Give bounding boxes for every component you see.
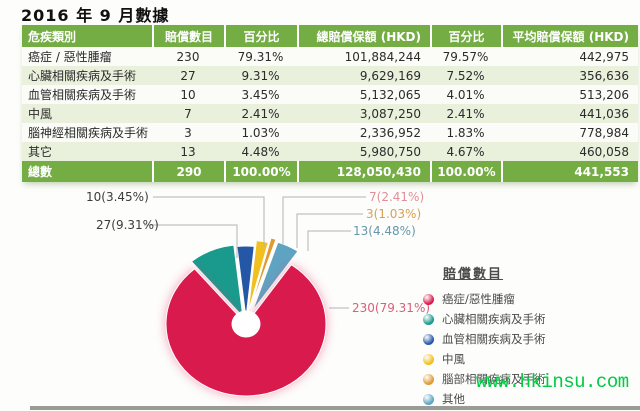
legend-items: 癌症/惡性腫瘤心臟相關疾病及手術 血管相關疾病及手術 中風腦部相關疾病及手術 其他 [420, 289, 620, 409]
table-cell: 4.01% [446, 87, 485, 102]
table-cell: 778,984 [579, 125, 629, 140]
legend-item: 癌症/惡性腫瘤 [420, 289, 620, 309]
table-cell: 79.57% [442, 49, 489, 64]
table-cell: 5,132,065 [359, 87, 421, 102]
table-cell: 7.52% [446, 68, 485, 83]
pie-slice [190, 244, 244, 319]
table-cell: 441,553 [501, 161, 638, 182]
table-cell: 441,036 [579, 106, 629, 121]
table-row: 其它 13 4.48% 5,980,750 4.67% 460,058 [22, 142, 638, 161]
table-cell: 平均賠償保額 (HKD) [501, 25, 638, 47]
legend-dot-icon [423, 353, 434, 365]
legend-dot-icon [423, 393, 434, 405]
table-row: 心臟相關疾病及手術 27 9.31% 9,629,169 7.52% 356,636 [22, 66, 638, 85]
slice-callout-label: 230(79.31%) [352, 301, 431, 315]
pie-slice [252, 241, 299, 311]
table-cell: 13 [180, 144, 196, 159]
table-cell: 513,206 [579, 87, 629, 102]
table-cell: 128,050,430 [297, 161, 430, 182]
claims-table: 危疾類別 賠償數目 百分比 總賠償保額 (HKD) 百分比 平均賠償保額 (HKD) 癌症 … [22, 25, 638, 182]
bottom-edge-strip [30, 406, 640, 410]
legend-item-label: 其他 [442, 392, 465, 406]
table-cell: 2,336,952 [359, 125, 421, 140]
table-cell: 1.83% [446, 125, 485, 140]
table-cell: 百分比 [224, 25, 297, 47]
table-cell: 1.03% [241, 125, 280, 140]
leader-line [307, 230, 351, 251]
table-cell: 460,058 [579, 144, 629, 159]
legend-title: 賠償數目 [443, 267, 504, 282]
table-row: 腦神經相關疾病及手術 3 1.03% 2,336,952 1.83% 778,984 [22, 123, 638, 142]
slice-callout-label: 7(2.41%) [369, 190, 425, 204]
table-cell: 27 [180, 68, 196, 83]
page-title: 2016 年 9 月數據 [21, 6, 170, 25]
table-header-row: 危疾類別 賠償數目 百分比 總賠償保額 (HKD) 百分比 平均賠償保額 (HKD) [22, 25, 638, 47]
legend-item: 腦部相關疾病及手術 [420, 369, 620, 389]
legend-item: 心臟相關疾病及手術 [420, 309, 620, 329]
table-cell: 100.00% [224, 161, 297, 182]
table-row: 癌症 / 惡性腫瘤 230 79.31% 101,884,244 79.57% 442,9… [22, 47, 638, 66]
legend-item: 其他 [420, 389, 620, 409]
table-cell: 9.31% [241, 68, 280, 83]
table-cell: 356,636 [579, 68, 629, 83]
donut-hole [231, 310, 261, 338]
legend-item-label: 中風 [442, 352, 465, 366]
legend-item-label: 腦部相關疾病及手術 [442, 372, 546, 386]
table-cell: 血管相關疾病及手術 [28, 88, 137, 102]
table-cell: 442,975 [579, 49, 629, 64]
table-cell: 其它 [28, 145, 53, 159]
table-cell: 101,884,244 [344, 49, 421, 64]
slice-callout-label: 3(1.03%) [366, 207, 422, 221]
table-cell: 10 [180, 87, 196, 102]
table-cell: 79.31% [237, 49, 284, 64]
legend-item: 血管相關疾病及手術 [420, 329, 620, 349]
table-cell: 腦神經相關疾病及手術 [28, 126, 149, 140]
table-cell: 7 [184, 106, 192, 121]
table-cell: 癌症 / 惡性腫瘤 [28, 50, 112, 64]
table-cell: 2.41% [241, 106, 280, 121]
table-cell: 危疾類別 [22, 25, 152, 47]
legend-dot-icon [423, 373, 434, 385]
legend-item-label: 血管相關疾病及手術 [442, 332, 546, 346]
legend-item: 中風 [420, 349, 620, 369]
table-row: 中風 7 2.41% 3,087,250 2.41% 441,036 [22, 104, 638, 123]
table-cell: 5,980,750 [359, 144, 421, 159]
watermark: www.hkinsu.com [476, 371, 629, 393]
slice-callout-label: 13(4.48%) [353, 224, 416, 238]
table-cell: 百分比 [430, 25, 501, 47]
table-cell: 3,087,250 [359, 106, 421, 121]
legend-dot-icon [423, 293, 434, 305]
pie-slice [165, 263, 327, 397]
table-cell: 100.00% [430, 161, 501, 182]
table-row: 血管相關疾病及手術 10 3.45% 5,132,065 4.01% 513,206 [22, 85, 638, 104]
slice-callout-label: 27(9.31%) [96, 218, 159, 232]
table-cell: 290 [152, 161, 224, 182]
legend-item-label: 心臟相關疾病及手術 [442, 312, 546, 326]
table-cell: 總數 [22, 161, 152, 182]
leader-line [153, 196, 265, 247]
table-cell: 2.41% [446, 106, 485, 121]
pie-slice [236, 245, 255, 319]
pie-slice [250, 237, 277, 308]
table-cell: 3 [184, 125, 192, 140]
legend-item-label: 癌症/惡性腫瘤 [442, 292, 515, 306]
table-cell: 總賠償保額 (HKD) [297, 25, 430, 47]
table-cell: 中風 [28, 107, 53, 121]
chart-legend: 賠償數目 癌症/惡性腫瘤心臟相關疾病及手術 血管相關疾病及手術 中風腦部相關疾病及手… [420, 263, 620, 409]
table-cell: 9,629,169 [359, 68, 421, 83]
table-cell: 賠償數目 [152, 25, 224, 47]
table-total-row: 總數 290 100.00% 128,050,430 100.00% 441,553 [22, 161, 638, 182]
table-cell: 3.45% [241, 87, 280, 102]
pie-slice [247, 240, 269, 313]
table-cell: 4.48% [241, 144, 280, 159]
table-cell: 心臟相關疾病及手術 [28, 69, 137, 83]
table-cell: 230 [176, 49, 200, 64]
legend-dot-icon [423, 313, 434, 325]
table-cell: 4.67% [446, 144, 485, 159]
legend-dot-icon [423, 333, 434, 345]
slice-callout-label: 10(3.45%) [86, 190, 149, 204]
